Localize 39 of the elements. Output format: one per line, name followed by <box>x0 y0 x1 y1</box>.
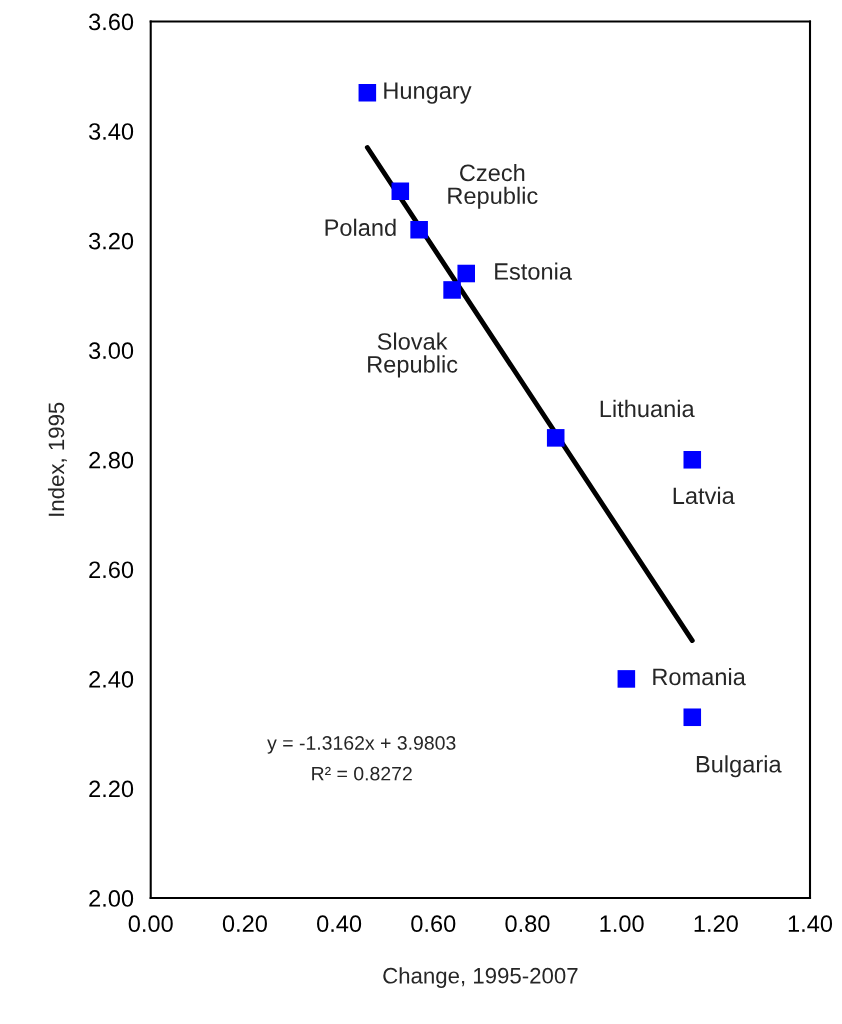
annotation: Bulgaria <box>696 755 782 778</box>
x-tick-label: 1.20 <box>694 915 738 933</box>
x-tick-label: 0.40 <box>317 915 362 933</box>
point <box>683 450 702 469</box>
point <box>410 220 428 239</box>
annotation: Hungary <box>384 82 472 104</box>
y-tick-label: 2.40 <box>89 670 134 688</box>
x-tick-label: 0.60 <box>411 915 456 933</box>
annotation: Poland <box>325 218 396 237</box>
x-tick-label: 0.00 <box>128 915 173 933</box>
y-tick-label: 2.20 <box>89 780 134 798</box>
y-axis-title: Index, 1995 <box>47 402 67 516</box>
annotation: Latvia <box>673 486 735 505</box>
x-tick-label: 1.40 <box>788 915 833 933</box>
annotation: Slovak Republic <box>368 332 458 378</box>
x-tick-label: 1.00 <box>600 915 644 933</box>
y-tick-label: 2.60 <box>89 561 134 579</box>
x-tick-label: 0.20 <box>222 915 267 933</box>
y-tick-label: 3.20 <box>89 232 134 250</box>
point <box>617 670 636 688</box>
annotation: R² = 0.8272 <box>312 766 412 781</box>
point <box>358 83 377 102</box>
y-tick-label: 3.60 <box>89 13 134 31</box>
annotation: Czech Republic <box>448 163 538 209</box>
point <box>457 264 476 283</box>
y-tick-label: 3.00 <box>89 342 134 359</box>
y-tick-label: 2.00 <box>89 890 134 907</box>
annotation: Estonia <box>495 262 572 280</box>
point <box>443 281 461 299</box>
annotation: Romania <box>653 667 746 686</box>
y-tick-label: 2.80 <box>89 451 134 469</box>
x-axis-title: Change, 1995-2007 <box>383 967 578 988</box>
point <box>683 708 702 727</box>
point <box>391 182 410 201</box>
x-tick-label: 0.80 <box>505 915 550 933</box>
point <box>546 429 565 447</box>
annotation: Lithuania <box>600 399 695 418</box>
y-tick-label: 3.40 <box>89 123 134 140</box>
annotation: y = -1.3162x + 3.9803 <box>267 736 456 754</box>
